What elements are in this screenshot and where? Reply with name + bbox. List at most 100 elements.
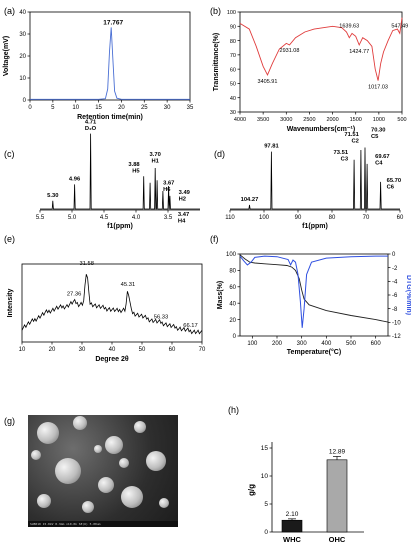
x-tick-label: 4000 (234, 117, 246, 123)
y-tick-label: 80 (229, 269, 236, 275)
y-axis-label: g/g (247, 484, 256, 496)
sem-particle (121, 486, 143, 508)
peak-annotation: 27.36 (67, 291, 82, 297)
x-tick-label: 100 (247, 341, 258, 347)
peak-label: 3.70 (150, 152, 161, 158)
peak-label: H4 (178, 218, 186, 224)
x-tick-label: 1500 (350, 117, 362, 123)
x-tick-label: 25 (141, 105, 148, 111)
peak-label: D₂O (85, 126, 97, 132)
peak-annotation: 547.49 (391, 23, 408, 29)
spectrum-line (40, 133, 200, 210)
y-tick-label: 40 (229, 301, 236, 307)
y-tick-label: 100 (227, 10, 236, 16)
peak-annotation: 31.58 (79, 261, 94, 267)
plot-frame (239, 11, 403, 113)
panel-label-f: (f) (210, 234, 219, 244)
x-tick-label: 70 (199, 347, 206, 353)
panel-b: 4000 3500 3000 2500 2000 1500 1000 500 30 40 50 60 7… (213, 10, 408, 133)
x-tick-label: 20 (118, 105, 125, 111)
x-tick-label: 60 (169, 347, 176, 353)
peak-label: 73.51 (334, 150, 349, 156)
peak-label: 17.767 (103, 19, 123, 26)
x-tick-label: 3.5 (164, 215, 173, 221)
y-tick-label: 80 (230, 39, 236, 45)
y-tick-label: 5 (264, 501, 268, 508)
y-tick-label: 60 (230, 67, 236, 73)
x-tick-label: 20 (49, 347, 56, 353)
y-tick-label: 90 (230, 24, 236, 30)
x-tick-label: 40 (109, 347, 116, 353)
sem-particle (82, 501, 94, 513)
spectrum-line (230, 147, 400, 210)
y-tick-label: 30 (230, 110, 236, 116)
x-axis-label: Degree 2θ (95, 356, 129, 363)
chromatogram-line (30, 27, 190, 100)
bar-ohc (326, 459, 348, 533)
y-tick-label: 0 (23, 98, 27, 104)
panel-label-e: (e) (4, 234, 15, 244)
x-tick-label: 90 (295, 215, 302, 221)
peak-label: 70.30 (371, 128, 386, 134)
y-axis-label: Intensity (7, 289, 14, 318)
dtg-line (239, 255, 388, 328)
sem-particle (159, 498, 169, 508)
y-tick-label: 0 (264, 529, 268, 536)
y-tick-label: 0 (392, 252, 396, 258)
ftir-spectrum-line (239, 17, 403, 81)
x-tick-label: 60 (397, 215, 404, 221)
y-tick-label: -8 (392, 307, 398, 313)
peak-label: C6 (387, 184, 395, 190)
y-tick-label: 40 (19, 10, 26, 16)
sem-particle (37, 422, 59, 444)
y-tick-label: 70 (230, 53, 236, 59)
peak-label: C4 (375, 160, 383, 166)
peak-annotation: 3405.91 (258, 79, 278, 85)
x-tick-label: 4.5 (100, 215, 109, 221)
panel-label-h: (h) (228, 405, 239, 415)
y-tick-label: -12 (392, 334, 401, 340)
sem-particle (134, 421, 146, 433)
x-axis-label: f1(ppm) (107, 223, 133, 230)
x-tick-label: 500 (397, 117, 406, 123)
tg-mass-line (239, 254, 389, 323)
y-tick-label: 30 (19, 32, 26, 38)
plot-frame (21, 263, 203, 343)
sem-particle (94, 445, 102, 453)
panel-label-b: (b) (210, 6, 221, 16)
x-tick-label: 2500 (303, 117, 315, 123)
x-tick-label: 35 (187, 105, 194, 111)
x-tick-label: 10 (72, 105, 79, 111)
bar-value-label: 2.10 (286, 511, 299, 518)
y-axis-label: Voltage(mV) (3, 36, 10, 76)
x-tick-label: 300 (297, 341, 308, 347)
peak-label: C2 (351, 138, 358, 144)
y-tick-label: 15 (261, 445, 269, 452)
peak-label: C3 (341, 156, 349, 162)
peak-label: 3.88 (128, 162, 140, 168)
x-tick-label: 10 (19, 347, 26, 353)
peak-annotation: 45.31 (121, 282, 136, 288)
peak-label: C5 (371, 134, 379, 140)
x-tick-label: 4.0 (132, 215, 141, 221)
sem-particle (146, 451, 166, 471)
peak-label: 4.71 (85, 120, 97, 126)
y-tick-label: 100 (226, 252, 237, 258)
peak-annotation: 66.17 (183, 323, 198, 329)
peak-label: 3.47 (178, 212, 189, 218)
peak-label: H1 (151, 159, 159, 165)
x-tick-label: 70 (363, 215, 370, 221)
y-axis-label: Mass(%) (217, 281, 224, 309)
x-tick-label: 500 (346, 341, 357, 347)
panel-label-g: (g) (4, 416, 15, 426)
peak-label: H5 (132, 169, 140, 175)
sem-particle (105, 436, 123, 454)
peak-label: 71.51 (344, 132, 359, 138)
peak-label: 3.49 (179, 190, 191, 196)
x-tick-label: 3000 (280, 117, 292, 123)
y-tick-label: 20 (19, 54, 26, 60)
y-tick-label: -4 (392, 280, 398, 286)
x-tick-label: 5 (51, 105, 55, 111)
y-tick-label: -2 (392, 266, 398, 272)
panel-f: 100 200 300 400 500 600 0 20 40 60 80 100 0 -2 -4 -6 -8 -… (217, 252, 411, 356)
